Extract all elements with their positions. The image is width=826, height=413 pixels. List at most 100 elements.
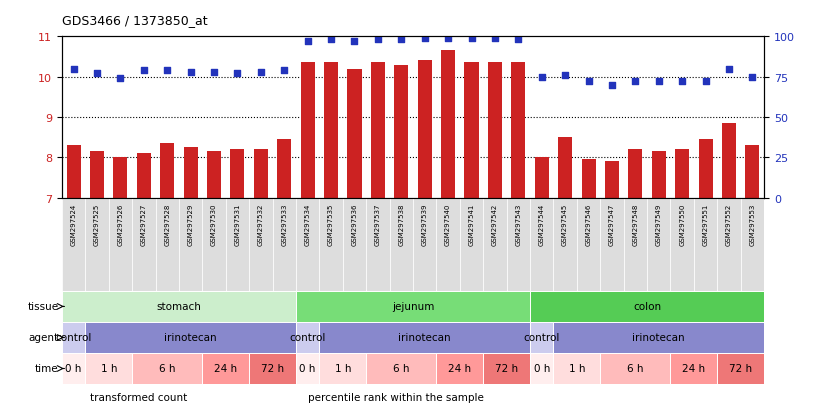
- Bar: [155, 198, 179, 291]
- Point: [511, 37, 525, 44]
- Point: [207, 69, 221, 76]
- Bar: [113, 158, 127, 198]
- Bar: [132, 198, 155, 291]
- Bar: [343, 198, 366, 291]
- Bar: [160, 144, 174, 198]
- Bar: [132, 353, 202, 384]
- Bar: [366, 353, 436, 384]
- Bar: [85, 322, 296, 353]
- Point: [114, 76, 127, 82]
- Bar: [629, 150, 643, 198]
- Bar: [109, 198, 132, 291]
- Text: GSM297551: GSM297551: [703, 203, 709, 245]
- Text: GSM297544: GSM297544: [539, 203, 544, 245]
- Text: time: time: [35, 363, 59, 374]
- Text: 72 h: 72 h: [261, 363, 284, 374]
- Point: [582, 79, 595, 85]
- Text: control: control: [289, 332, 326, 343]
- Point: [325, 37, 338, 44]
- Bar: [296, 291, 530, 322]
- Text: GSM297549: GSM297549: [656, 203, 662, 245]
- Text: jejunum: jejunum: [392, 301, 434, 312]
- Bar: [183, 148, 197, 198]
- Point: [137, 68, 150, 74]
- Bar: [534, 158, 548, 198]
- Bar: [464, 63, 478, 198]
- Text: irinotecan: irinotecan: [398, 332, 451, 343]
- Bar: [249, 353, 296, 384]
- Text: GSM297534: GSM297534: [305, 203, 311, 245]
- Text: GSM297528: GSM297528: [164, 203, 170, 245]
- Text: irinotecan: irinotecan: [164, 332, 217, 343]
- Bar: [301, 63, 315, 198]
- Bar: [601, 198, 624, 291]
- Bar: [488, 63, 502, 198]
- Bar: [348, 69, 362, 198]
- Text: control: control: [524, 332, 560, 343]
- Text: 6 h: 6 h: [159, 363, 175, 374]
- Bar: [296, 322, 320, 353]
- Text: 1 h: 1 h: [335, 363, 351, 374]
- Text: GSM297553: GSM297553: [749, 203, 755, 245]
- Bar: [699, 140, 713, 198]
- Text: percentile rank within the sample: percentile rank within the sample: [307, 392, 483, 402]
- Bar: [62, 198, 85, 291]
- Text: GSM297539: GSM297539: [422, 203, 428, 245]
- Text: 72 h: 72 h: [729, 363, 752, 374]
- Text: agent: agent: [28, 332, 59, 343]
- Point: [254, 69, 268, 76]
- Bar: [273, 198, 296, 291]
- Point: [488, 36, 501, 42]
- Bar: [230, 150, 244, 198]
- Text: GSM297552: GSM297552: [726, 203, 732, 245]
- Bar: [320, 198, 343, 291]
- Text: 0 h: 0 h: [534, 363, 550, 374]
- Bar: [675, 150, 689, 198]
- Bar: [418, 61, 432, 198]
- Bar: [202, 353, 249, 384]
- Bar: [90, 152, 104, 198]
- Point: [301, 39, 314, 45]
- Text: GSM297540: GSM297540: [445, 203, 451, 245]
- Point: [722, 66, 735, 73]
- Bar: [553, 322, 764, 353]
- Bar: [371, 63, 385, 198]
- Text: GSM297525: GSM297525: [94, 203, 100, 245]
- Point: [558, 73, 572, 79]
- Text: 0 h: 0 h: [65, 363, 82, 374]
- Point: [395, 37, 408, 44]
- Text: GSM297543: GSM297543: [515, 203, 521, 245]
- Point: [278, 68, 291, 74]
- Bar: [67, 146, 81, 198]
- Text: GSM297533: GSM297533: [282, 203, 287, 245]
- Bar: [137, 154, 151, 198]
- Bar: [249, 198, 273, 291]
- Bar: [324, 63, 338, 198]
- Text: tissue: tissue: [27, 301, 59, 312]
- Bar: [722, 124, 736, 198]
- Bar: [62, 322, 85, 353]
- Bar: [624, 198, 647, 291]
- Point: [746, 74, 759, 81]
- Point: [372, 37, 385, 44]
- Text: transformed count: transformed count: [90, 392, 188, 402]
- Text: irinotecan: irinotecan: [633, 332, 685, 343]
- Text: GDS3466 / 1373850_at: GDS3466 / 1373850_at: [62, 14, 207, 27]
- Point: [629, 79, 642, 85]
- Text: control: control: [55, 332, 92, 343]
- Text: GSM297529: GSM297529: [188, 203, 193, 245]
- Bar: [225, 198, 249, 291]
- Bar: [85, 353, 132, 384]
- Text: GSM297532: GSM297532: [258, 203, 263, 245]
- Point: [160, 68, 173, 74]
- Point: [348, 39, 361, 45]
- Bar: [553, 198, 577, 291]
- Bar: [62, 291, 296, 322]
- Bar: [511, 63, 525, 198]
- Point: [652, 79, 665, 85]
- Text: GSM297527: GSM297527: [141, 203, 147, 245]
- Text: GSM297537: GSM297537: [375, 203, 381, 245]
- Point: [535, 74, 548, 81]
- Text: GSM297535: GSM297535: [328, 203, 334, 245]
- Bar: [441, 51, 455, 198]
